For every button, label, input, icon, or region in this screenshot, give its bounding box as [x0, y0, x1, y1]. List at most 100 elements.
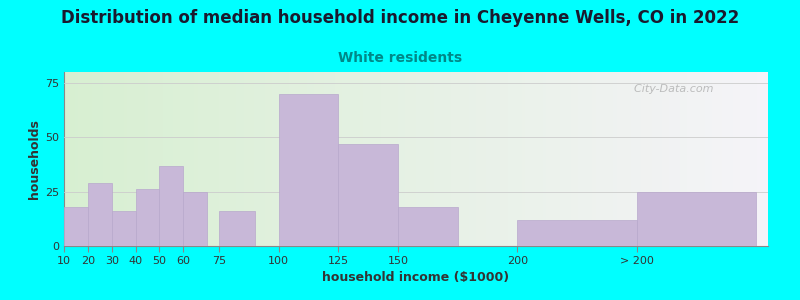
Bar [715, 72, 718, 246]
Bar [102, 72, 106, 246]
Bar [124, 72, 127, 246]
Bar [518, 72, 522, 246]
Bar [574, 72, 578, 246]
Bar [338, 144, 398, 246]
Bar [265, 72, 268, 246]
Bar [99, 72, 102, 246]
Bar [426, 72, 430, 246]
Bar [582, 72, 585, 246]
Bar [202, 72, 205, 246]
Bar [250, 72, 254, 246]
Bar [134, 72, 138, 246]
Bar [494, 72, 497, 246]
Bar [642, 72, 645, 246]
Bar [117, 72, 120, 246]
Bar [388, 72, 391, 246]
Bar [476, 72, 479, 246]
Bar [483, 72, 486, 246]
Bar [356, 72, 360, 246]
Y-axis label: households: households [28, 119, 41, 199]
Bar [578, 72, 582, 246]
Bar [750, 72, 754, 246]
Bar [705, 72, 708, 246]
Bar [328, 72, 331, 246]
Bar [205, 72, 208, 246]
Bar [698, 72, 701, 246]
Bar [409, 72, 413, 246]
Bar [64, 207, 88, 246]
Bar [215, 72, 219, 246]
Bar [620, 72, 624, 246]
Bar [78, 72, 82, 246]
Bar [190, 72, 194, 246]
Bar [138, 72, 142, 246]
Bar [335, 72, 338, 246]
Bar [451, 72, 454, 246]
Bar [219, 211, 255, 246]
Bar [114, 72, 117, 246]
Bar [758, 72, 761, 246]
Bar [366, 72, 370, 246]
Bar [243, 72, 247, 246]
Bar [219, 72, 222, 246]
Bar [353, 72, 356, 246]
Bar [131, 72, 134, 246]
Bar [112, 211, 135, 246]
Bar [363, 72, 366, 246]
Bar [462, 72, 466, 246]
Bar [237, 72, 240, 246]
Bar [708, 72, 712, 246]
Bar [754, 72, 758, 246]
Bar [730, 72, 733, 246]
Bar [89, 72, 92, 246]
Bar [659, 72, 662, 246]
Bar [321, 72, 325, 246]
Bar [423, 72, 426, 246]
Bar [638, 72, 642, 246]
Bar [180, 72, 184, 246]
Bar [610, 72, 613, 246]
Bar [110, 72, 114, 246]
Bar [106, 72, 110, 246]
Bar [96, 72, 99, 246]
Bar [64, 72, 67, 246]
Bar [286, 72, 290, 246]
Bar [233, 72, 237, 246]
Bar [342, 72, 346, 246]
Bar [162, 72, 166, 246]
Bar [680, 72, 683, 246]
Bar [458, 72, 462, 246]
Bar [613, 72, 617, 246]
Bar [349, 72, 353, 246]
Bar [208, 72, 212, 246]
Bar [504, 72, 507, 246]
Bar [592, 72, 595, 246]
Bar [120, 72, 124, 246]
Bar [434, 72, 437, 246]
Bar [634, 72, 638, 246]
Bar [687, 72, 690, 246]
Bar [550, 72, 554, 246]
Bar [85, 72, 89, 246]
Bar [152, 72, 155, 246]
Bar [166, 72, 170, 246]
Text: White residents: White residents [338, 51, 462, 65]
Bar [346, 72, 349, 246]
Bar [666, 72, 670, 246]
Bar [511, 72, 514, 246]
Bar [198, 72, 202, 246]
Bar [395, 72, 398, 246]
Bar [740, 72, 743, 246]
Bar [655, 72, 659, 246]
Bar [733, 72, 736, 246]
Text: City-Data.com: City-Data.com [627, 84, 714, 94]
Bar [310, 72, 314, 246]
Bar [444, 72, 448, 246]
Bar [247, 72, 250, 246]
Bar [437, 72, 441, 246]
Bar [637, 192, 756, 246]
Bar [472, 72, 476, 246]
Bar [282, 72, 286, 246]
Bar [303, 72, 307, 246]
Bar [546, 72, 550, 246]
